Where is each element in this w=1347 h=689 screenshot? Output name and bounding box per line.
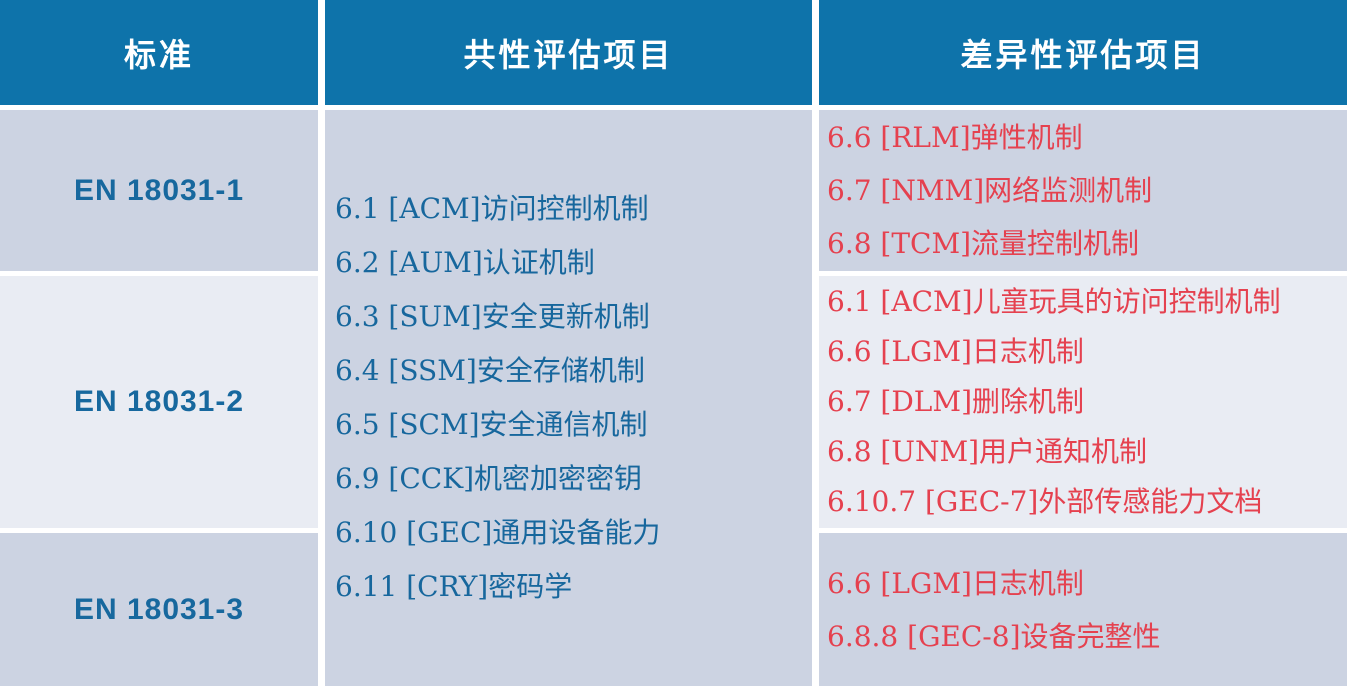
diff-item: 6.6 [RLM]弹性机制: [827, 121, 1083, 154]
diff-items-cell-en18031-1: 6.6 [RLM]弹性机制 6.7 [NMM]网络监测机制 6.8 [TCM]流量控…: [819, 110, 1347, 271]
diff-item: 6.8 [UNM]用户通知机制: [827, 435, 1148, 468]
diff-item: 6.10.7 [GEC-7]外部传感能力文档: [827, 485, 1263, 518]
common-item: 6.1 [ACM]访问控制机制: [335, 192, 649, 225]
diff-item: 6.1 [ACM]儿童玩具的访问控制机制: [827, 285, 1281, 318]
standard-cell-en18031-2: EN 18031-2: [0, 276, 318, 528]
common-item: 6.11 [CRY]密码学: [335, 570, 573, 603]
common-item: 6.10 [GEC]通用设备能力: [335, 516, 661, 549]
diff-item: 6.6 [LGM]日志机制: [827, 335, 1084, 368]
diff-items-cell-en18031-2: 6.1 [ACM]儿童玩具的访问控制机制 6.6 [LGM]日志机制 6.7 [DL…: [819, 276, 1347, 528]
diff-item: 6.8.8 [GEC-8]设备完整性: [827, 619, 1161, 653]
diff-item: 6.7 [DLM]删除机制: [827, 385, 1084, 418]
diff-item: 6.8 [TCM]流量控制机制: [827, 227, 1140, 260]
common-item: 6.5 [SCM]安全通信机制: [335, 408, 648, 441]
column-header-diff-items: 差异性评估项目: [819, 0, 1347, 105]
standard-cell-en18031-3: EN 18031-3: [0, 533, 318, 686]
column-header-standard: 标准: [0, 0, 318, 105]
diff-item: 6.7 [NMM]网络监测机制: [827, 174, 1153, 207]
common-item: 6.4 [SSM]安全存储机制: [335, 354, 645, 387]
diff-item: 6.6 [LGM]日志机制: [827, 566, 1084, 600]
standard-cell-en18031-1: EN 18031-1: [0, 110, 318, 271]
diff-items-cell-en18031-3: 6.6 [LGM]日志机制 6.8.8 [GEC-8]设备完整性: [819, 533, 1347, 686]
common-item: 6.3 [SUM]安全更新机制: [335, 300, 650, 333]
common-item: 6.9 [CCK]机密加密密钥: [335, 462, 643, 495]
common-item: 6.2 [AUM]认证机制: [335, 246, 595, 279]
column-header-common-items: 共性评估项目: [325, 0, 812, 105]
common-items-cell: 6.1 [ACM]访问控制机制 6.2 [AUM]认证机制 6.3 [SUM]安全更…: [325, 110, 812, 686]
